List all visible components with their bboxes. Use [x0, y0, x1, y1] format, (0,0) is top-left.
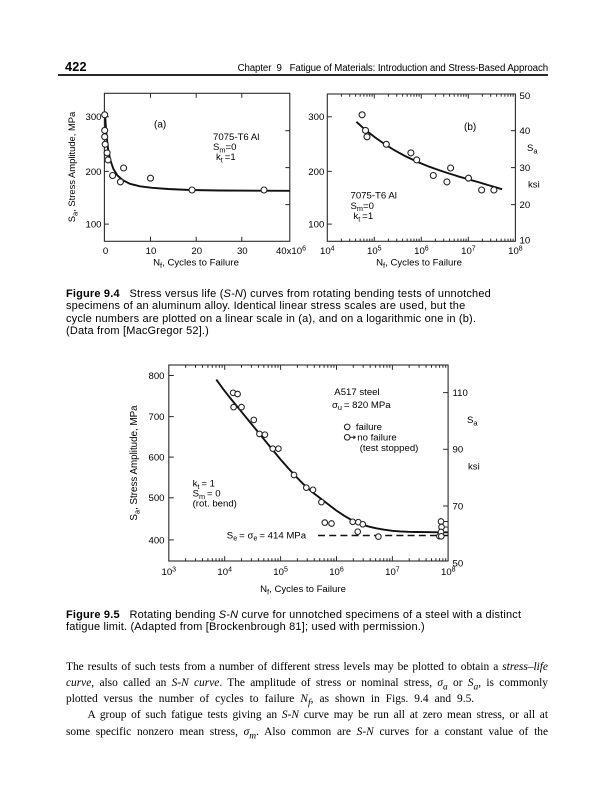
- svg-text:Sa: Sa: [527, 143, 538, 156]
- svg-text:7075-T6 Al: 7075-T6 Al: [351, 191, 397, 202]
- svg-text:Sm=0: Sm=0: [213, 142, 236, 154]
- svg-text:no failure: no failure: [357, 432, 396, 443]
- svg-text:50: 50: [520, 91, 531, 102]
- svg-text:kt = 1: kt = 1: [193, 479, 215, 491]
- svg-text:Sm=0: Sm=0: [351, 201, 374, 213]
- svg-text:300: 300: [85, 112, 101, 123]
- svg-text:200: 200: [85, 167, 101, 178]
- svg-text:kt =1: kt =1: [354, 211, 374, 223]
- svg-text:ksi: ksi: [528, 180, 540, 191]
- svg-text:107: 107: [385, 567, 400, 579]
- svg-text:Se = σe = 414 MPa: Se = σe = 414 MPa: [227, 530, 307, 542]
- svg-text:103: 103: [162, 567, 177, 579]
- svg-text:100: 100: [308, 220, 324, 231]
- svg-text:800: 800: [148, 371, 164, 382]
- svg-text:110: 110: [453, 388, 468, 399]
- svg-text:107: 107: [461, 245, 476, 256]
- svg-text:(test stopped): (test stopped): [360, 443, 419, 454]
- svg-text:30: 30: [237, 246, 248, 257]
- svg-text:Sa, Stress Amplitude, MPa: Sa, Stress Amplitude, MPa: [129, 405, 142, 521]
- svg-text:105: 105: [367, 245, 382, 256]
- svg-text:104: 104: [217, 567, 232, 579]
- svg-text:kt =1: kt =1: [216, 152, 236, 164]
- svg-text:A517 steel: A517 steel: [334, 387, 379, 398]
- svg-text:Nf, Cycles to Failure: Nf, Cycles to Failure: [153, 257, 239, 270]
- svg-text:106: 106: [414, 245, 429, 256]
- svg-text:Nf, Cycles to Failure: Nf, Cycles to Failure: [260, 584, 346, 597]
- svg-text:7075-T6 Al: 7075-T6 Al: [213, 132, 259, 143]
- svg-text:600: 600: [148, 453, 164, 464]
- svg-text:40x106: 40x106: [276, 245, 306, 256]
- svg-text:105: 105: [273, 567, 288, 579]
- svg-text:(rot. bend): (rot. bend): [193, 499, 237, 510]
- svg-text:failure: failure: [356, 422, 382, 433]
- svg-text:Sm = 0: Sm = 0: [193, 489, 221, 501]
- svg-text:0: 0: [103, 246, 108, 257]
- svg-text:40: 40: [520, 126, 531, 137]
- svg-text:50: 50: [453, 558, 464, 569]
- svg-text:400: 400: [148, 535, 164, 546]
- svg-text:σu = 820 MPa: σu = 820 MPa: [332, 400, 391, 412]
- svg-text:(b): (b): [464, 122, 476, 133]
- svg-text:500: 500: [148, 493, 164, 504]
- svg-text:30: 30: [520, 163, 531, 174]
- svg-text:108: 108: [441, 567, 456, 579]
- svg-text:(a): (a): [154, 120, 166, 131]
- svg-text:700: 700: [148, 412, 164, 423]
- svg-text:20: 20: [191, 246, 202, 257]
- svg-text:10: 10: [520, 236, 531, 247]
- svg-text:Nf, Cycles to Failure: Nf, Cycles to Failure: [376, 257, 462, 270]
- svg-text:ksi: ksi: [468, 462, 480, 473]
- svg-text:104: 104: [320, 245, 335, 256]
- svg-text:20: 20: [520, 200, 531, 211]
- svg-text:70: 70: [453, 501, 464, 512]
- svg-text:108: 108: [508, 245, 523, 256]
- svg-text:Sa, Stress Amplitude, MPa: Sa, Stress Amplitude, MPa: [66, 111, 80, 222]
- svg-text:300: 300: [308, 112, 324, 123]
- svg-text:90: 90: [453, 445, 464, 456]
- svg-text:106: 106: [329, 567, 344, 579]
- svg-text:200: 200: [308, 167, 324, 178]
- svg-text:Sa: Sa: [467, 415, 478, 428]
- svg-text:100: 100: [85, 220, 101, 231]
- svg-text:10: 10: [146, 246, 157, 257]
